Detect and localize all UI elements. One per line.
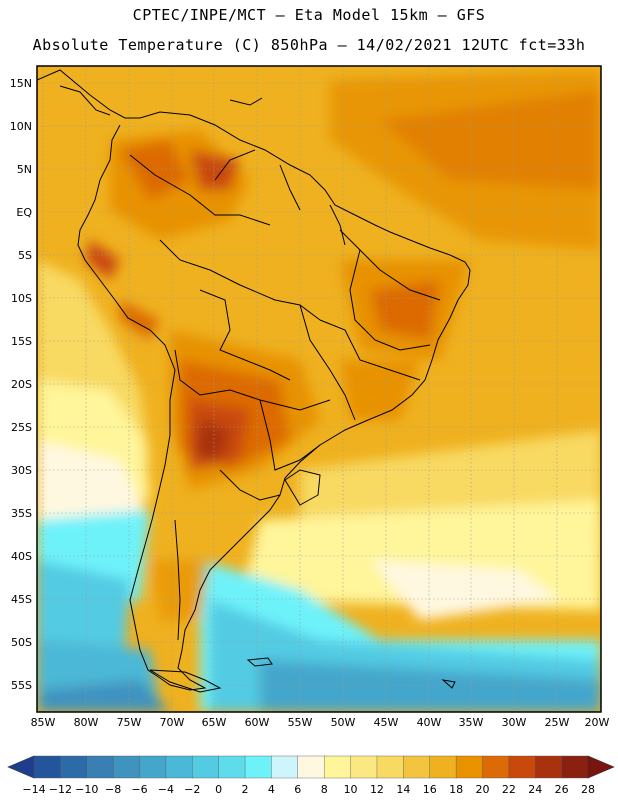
colorbar-swatch <box>112 755 141 779</box>
colorbar-label: 18 <box>449 783 463 796</box>
colorbar-swatch <box>323 755 352 779</box>
lon-label: 80W <box>74 716 99 729</box>
colorbar-label: −10 <box>75 783 98 796</box>
lat-label: 40S <box>11 550 32 563</box>
colorbar-arrow-high <box>587 755 615 779</box>
lon-label: 25W <box>545 716 570 729</box>
colorbar-swatch <box>218 755 246 779</box>
colorbar-label: −8 <box>105 783 121 796</box>
lon-label: 65W <box>202 716 227 729</box>
lon-label: 55W <box>288 716 313 729</box>
map-title-line-2: Absolute Temperature (C) 850hPa — 14/02/… <box>32 36 586 54</box>
map-title-line-1: CPTEC/INPE/MCT — Eta Model 15km — GFS <box>132 6 486 24</box>
colorbar-labels: −14 −12 −10 −8 −6 −4 −2 0 2 4 6 8 10 12 14 16 18 20 22 24 26… <box>22 783 595 796</box>
lon-label: 70W <box>160 716 185 729</box>
longitude-labels: 85W 80W 75W 70W 65W 60W 55W 50W 45W 40W … <box>31 716 610 729</box>
lat-label: 55S <box>11 679 32 692</box>
colorbar-label: 12 <box>370 783 384 796</box>
colorbar-swatch <box>561 755 589 779</box>
colorbar-label: 24 <box>528 783 542 796</box>
colorbar-label: 10 <box>344 783 358 796</box>
colorbar-swatch <box>429 755 457 779</box>
latitude-labels: 15N 10N 5N EQ 5S 10S 15S 20S 25S 30S 35S… <box>10 77 33 692</box>
colorbar-arrow-low <box>7 755 35 779</box>
colorbar-swatch <box>244 755 273 779</box>
colorbar-label: −12 <box>49 783 72 796</box>
colorbar-swatch <box>482 755 510 779</box>
lat-label: 15S <box>11 335 32 348</box>
lat-label: EQ <box>16 206 32 219</box>
colorbar-label: 20 <box>475 783 489 796</box>
colorbar-label: 22 <box>502 783 516 796</box>
colorbar-swatch <box>376 755 404 779</box>
colorbar-label: −6 <box>131 783 147 796</box>
colorbar-label: 0 <box>215 783 222 796</box>
colorbar-swatch <box>350 755 378 779</box>
colorbar-swatch <box>60 755 88 779</box>
colorbar-swatch <box>271 755 299 779</box>
map-frame <box>36 65 602 713</box>
colorbar-label: 14 <box>396 783 410 796</box>
lon-label: 45W <box>374 716 399 729</box>
lon-label: 60W <box>245 716 270 729</box>
lat-label: 15N <box>10 77 32 90</box>
lon-label: 20W <box>585 716 610 729</box>
lon-label: 50W <box>331 716 356 729</box>
colorbar-swatch <box>535 755 563 779</box>
colorbar-swatch <box>139 755 167 779</box>
colorbar-swatch <box>86 755 114 779</box>
colorbar-swatch <box>455 755 484 779</box>
lat-label: 50S <box>11 636 32 649</box>
lat-label: 30S <box>11 464 32 477</box>
lat-label: 5S <box>18 249 32 262</box>
colorbar-label: −4 <box>158 783 174 796</box>
colorbar-swatch <box>403 755 431 779</box>
coastlines <box>37 69 471 693</box>
colorbar-label: 6 <box>294 783 301 796</box>
lon-label: 40W <box>417 716 442 729</box>
lat-label: 35S <box>11 507 32 520</box>
lon-label: 35W <box>459 716 484 729</box>
lon-label: 75W <box>117 716 142 729</box>
colorbar-swatch <box>165 755 193 779</box>
temperature-field <box>37 66 601 712</box>
lon-label: 85W <box>31 716 56 729</box>
colorbar-swatch <box>508 755 536 779</box>
colorbar-swatch <box>297 755 325 779</box>
colorbar-label: 16 <box>423 783 437 796</box>
colorbar-label: −14 <box>22 783 45 796</box>
colorbar-label: 28 <box>581 783 595 796</box>
lat-label: 20S <box>11 378 32 391</box>
colorbar-label: 4 <box>268 783 275 796</box>
lat-label: 45S <box>11 593 32 606</box>
colorbar-swatch <box>33 755 61 779</box>
colorbar-swatch <box>192 755 220 779</box>
lat-label: 10S <box>11 292 32 305</box>
lat-label: 10N <box>10 120 32 133</box>
lat-label: 25S <box>11 421 32 434</box>
colorbar-label: 2 <box>242 783 249 796</box>
colorbar-label: 26 <box>555 783 569 796</box>
colorbar <box>7 755 615 779</box>
lat-label: 5N <box>17 163 32 176</box>
colorbar-label: 8 <box>321 783 328 796</box>
lon-label: 30W <box>502 716 527 729</box>
colorbar-label: −2 <box>184 783 200 796</box>
